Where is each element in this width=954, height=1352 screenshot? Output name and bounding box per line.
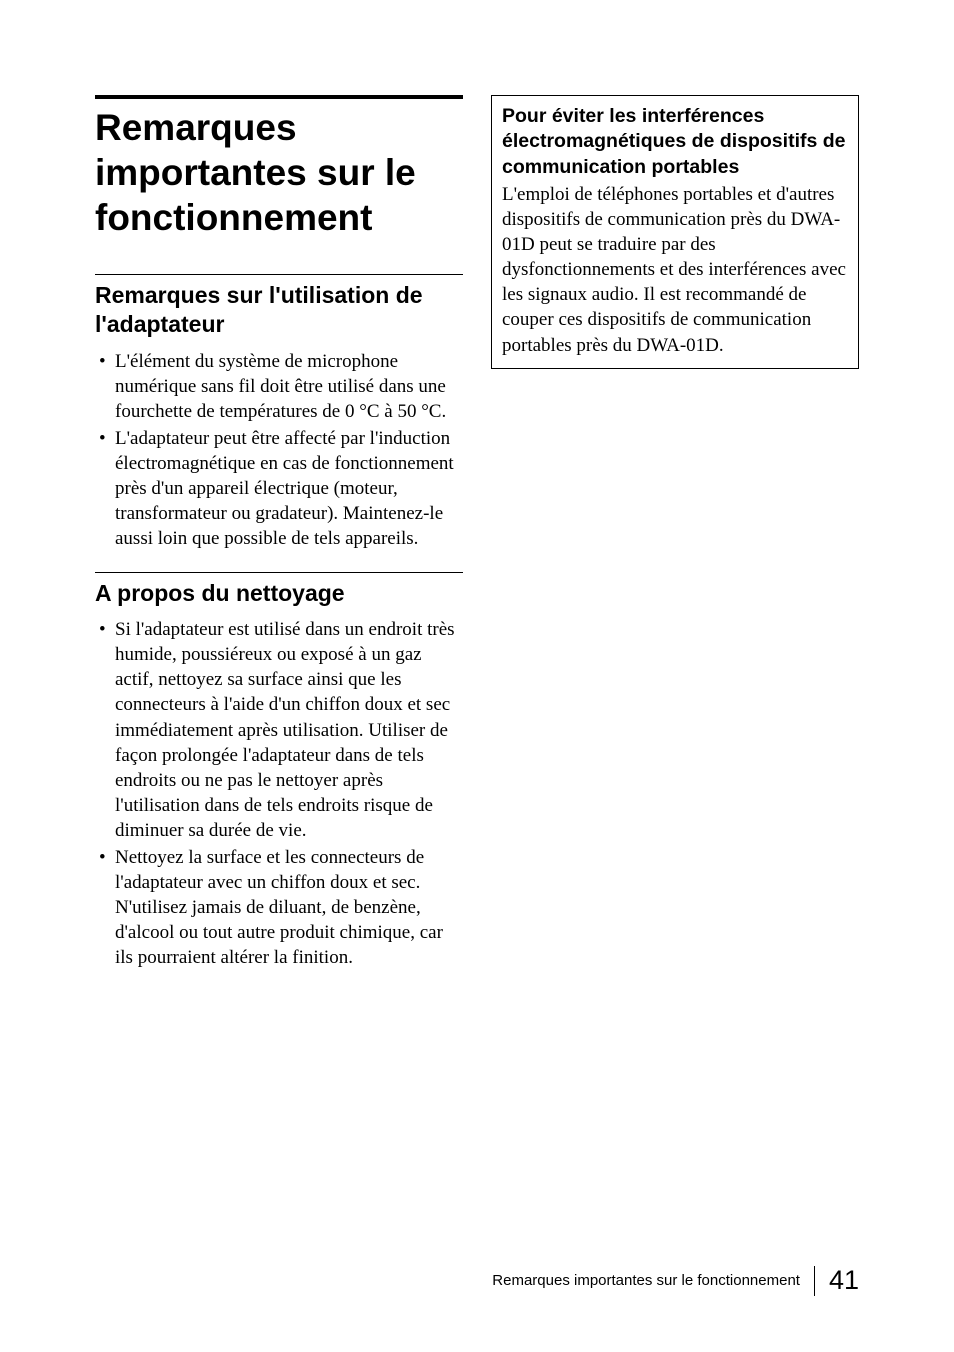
bullet-list-cleaning: Si l'adaptateur est utilisé dans un endr… bbox=[95, 617, 463, 970]
page-content: Remarques importantes sur le fonctionnem… bbox=[0, 0, 954, 990]
note-heading: Pour éviter les interférences électromag… bbox=[502, 104, 848, 180]
note-box: Pour éviter les interférences électromag… bbox=[491, 95, 859, 369]
note-body: L'emploi de téléphones portables et d'au… bbox=[502, 182, 848, 358]
footer-separator bbox=[814, 1266, 815, 1296]
list-item: Nettoyez la surface et les connecteurs d… bbox=[95, 845, 463, 970]
list-item: L'élément du système de microphone numér… bbox=[95, 349, 463, 424]
right-column: Pour éviter les interférences électromag… bbox=[491, 95, 859, 990]
title-rule bbox=[95, 95, 463, 99]
left-column: Remarques importantes sur le fonctionnem… bbox=[95, 95, 463, 990]
section-heading-cleaning: A propos du nettoyage bbox=[95, 579, 463, 608]
list-item: L'adaptateur peut être affecté par l'ind… bbox=[95, 426, 463, 551]
page-footer: Remarques importantes sur le fonctionnem… bbox=[492, 1265, 859, 1296]
section-heading-usage: Remarques sur l'utilisation de l'adaptat… bbox=[95, 281, 463, 339]
list-item: Si l'adaptateur est utilisé dans un endr… bbox=[95, 617, 463, 843]
footer-text: Remarques importantes sur le fonctionnem… bbox=[492, 1272, 800, 1289]
main-title: Remarques importantes sur le fonctionnem… bbox=[95, 105, 463, 240]
section-rule bbox=[95, 572, 463, 573]
bullet-list-usage: L'élément du système de microphone numér… bbox=[95, 349, 463, 552]
page-number: 41 bbox=[829, 1265, 859, 1296]
section-rule bbox=[95, 274, 463, 275]
